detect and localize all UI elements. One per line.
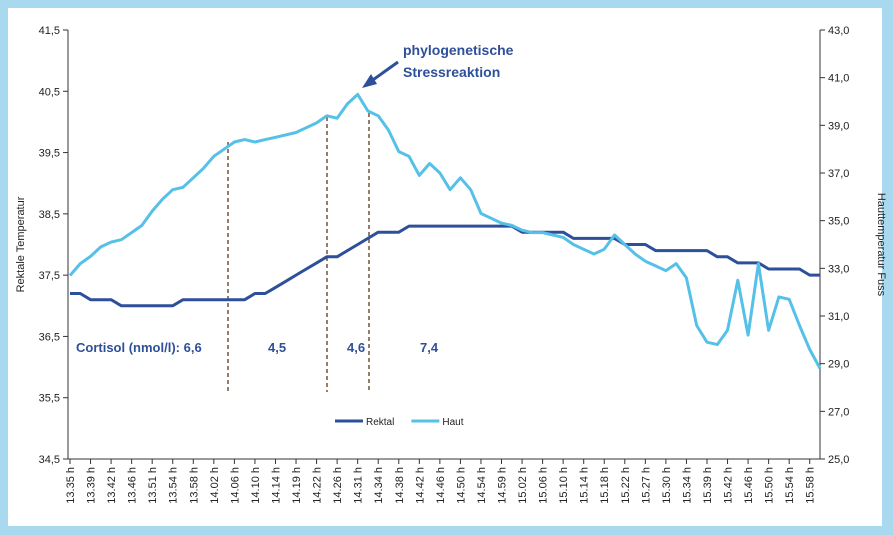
x-tick-label: 15.54 h <box>784 467 796 504</box>
y-tick-label: 36,5 <box>39 331 60 343</box>
x-tick-label: 15.27 h <box>640 467 652 504</box>
x-tick-label: 15.18 h <box>599 467 611 504</box>
y2-tick-label: 33,0 <box>828 263 849 275</box>
y-tick-label: 34,5 <box>39 454 60 466</box>
x-tick-label: 13.42 h <box>106 467 118 504</box>
x-tick-label: 14.59 h <box>497 467 509 504</box>
y-tick-label: 41,5 <box>39 25 60 37</box>
x-tick-label: 14.06 h <box>229 467 241 504</box>
cortisol-label: 4,6 <box>347 340 365 355</box>
x-tick-label: 15.14 h <box>579 467 591 504</box>
y-tick-label: 35,5 <box>39 393 60 405</box>
x-tick-label: 13.58 h <box>188 467 200 504</box>
x-tick-label: 15.10 h <box>558 467 570 504</box>
y2-tick-label: 41,0 <box>828 73 849 85</box>
x-tick-label: 13.46 h <box>127 467 139 504</box>
x-tick-label: 14.46 h <box>435 467 447 504</box>
x-tick-label: 14.02 h <box>209 467 221 504</box>
y-tick-label: 39,5 <box>39 148 60 160</box>
cortisol-label: 7,4 <box>420 340 439 355</box>
x-tick-label: 15.50 h <box>764 467 776 504</box>
y-axis-label: Rektale Temperatur <box>15 196 27 292</box>
y2-axis-label: Hauttemperatur Fuss <box>875 193 887 297</box>
y-tick-label: 40,5 <box>39 86 60 98</box>
x-tick-label: 15.30 h <box>661 467 673 504</box>
x-tick-label: 15.58 h <box>805 467 817 504</box>
annotation-arrow <box>362 60 399 88</box>
y-tick-label: 38,5 <box>39 209 60 221</box>
series-line <box>68 92 822 370</box>
x-tick-label: 13.39 h <box>86 467 98 504</box>
x-tick-label: 13.35 h <box>65 467 77 504</box>
y2-tick-label: 31,0 <box>828 311 849 323</box>
x-tick-label: 14.54 h <box>476 467 488 504</box>
y2-tick-label: 25,0 <box>828 454 849 466</box>
y2-tick-label: 37,0 <box>828 168 849 180</box>
x-tick-label: 14.26 h <box>332 467 344 504</box>
event-lines <box>227 113 370 392</box>
legend-label: Rektal <box>366 417 394 428</box>
y2-tick-label: 27,0 <box>828 406 849 418</box>
chart-panel <box>8 8 882 526</box>
x-tick-label: 15.22 h <box>620 467 632 504</box>
y2-tick-label: 39,0 <box>828 120 849 132</box>
cortisol-label: 4,5 <box>268 340 286 355</box>
x-tick-label: 14.10 h <box>250 467 262 504</box>
x-tick-label: 15.06 h <box>538 467 550 504</box>
x-tick-label: 14.38 h <box>394 467 406 504</box>
y2-tick-label: 43,0 <box>828 25 849 37</box>
x-tick-label: 14.34 h <box>373 467 385 504</box>
x-tick-label: 15.42 h <box>723 467 735 504</box>
x-tick-label: 14.42 h <box>414 467 426 504</box>
x-tick-label: 13.54 h <box>168 467 180 504</box>
x-tick-label: 14.19 h <box>291 467 303 504</box>
y2-tick-label: 29,0 <box>828 359 849 371</box>
y2-tick-label: 35,0 <box>828 216 849 228</box>
series-line <box>70 224 820 308</box>
x-tick-label: 15.39 h <box>702 467 714 504</box>
cortisol-label: Cortisol (nmol/l): 6,6 <box>76 340 202 355</box>
x-tick-label: 14.31 h <box>353 467 365 504</box>
x-tick-label: 13.51 h <box>147 467 159 504</box>
x-tick-label: 15.46 h <box>743 467 755 504</box>
x-tick-label: 15.34 h <box>681 467 693 504</box>
annotation: Stressreaktion <box>403 64 500 80</box>
x-tick-label: 14.22 h <box>312 467 324 504</box>
x-tick-label: 14.50 h <box>455 467 467 504</box>
y-tick-label: 37,5 <box>39 270 60 282</box>
legend-label: Haut <box>442 417 463 428</box>
x-tick-label: 15.02 h <box>517 467 529 504</box>
annotation: phylogenetische <box>403 42 514 58</box>
x-tick-label: 14.14 h <box>270 467 282 504</box>
